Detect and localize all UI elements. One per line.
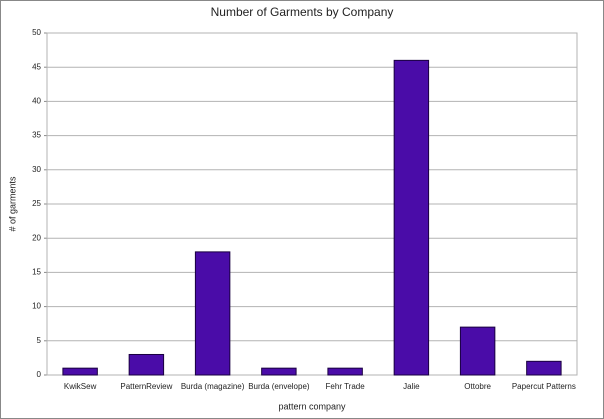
x-tick-label: Burda (envelope) xyxy=(248,382,310,391)
y-tick-label: 20 xyxy=(32,233,41,242)
x-tick-label: PatternReview xyxy=(120,382,172,391)
bar xyxy=(327,367,363,376)
plot-frame xyxy=(46,32,578,376)
y-tick-label: 25 xyxy=(32,199,41,208)
y-axis-title: # of garments xyxy=(7,176,17,232)
y-tick-label: 45 xyxy=(32,62,41,71)
x-tick-label: Papercut Patterns xyxy=(512,382,576,391)
bar xyxy=(194,251,231,376)
x-tick-label: Burda (magazine) xyxy=(181,382,245,391)
y-tick-label: 5 xyxy=(37,336,42,345)
y-tick-label: 50 xyxy=(32,28,41,37)
y-tick-label: 10 xyxy=(32,302,41,311)
y-tick-label: 30 xyxy=(32,165,41,174)
x-axis-title: pattern company xyxy=(278,401,346,411)
x-tick-label: Fehr Trade xyxy=(326,382,366,391)
bar xyxy=(526,360,562,376)
x-tick-label: Jalie xyxy=(403,382,420,391)
x-tick-label: Ottobre xyxy=(464,382,491,391)
bar xyxy=(128,353,165,376)
bar xyxy=(459,326,496,376)
y-tick-label: 0 xyxy=(37,370,42,379)
y-tick-label: 40 xyxy=(32,97,41,106)
bar xyxy=(261,367,297,376)
bar xyxy=(393,59,430,376)
y-tick-label: 35 xyxy=(32,131,41,140)
bar xyxy=(62,367,98,376)
chart-title: Number of Garments by Company xyxy=(211,5,394,19)
x-tick-label: KwikSew xyxy=(64,382,97,391)
y-tick-label: 15 xyxy=(32,268,41,277)
